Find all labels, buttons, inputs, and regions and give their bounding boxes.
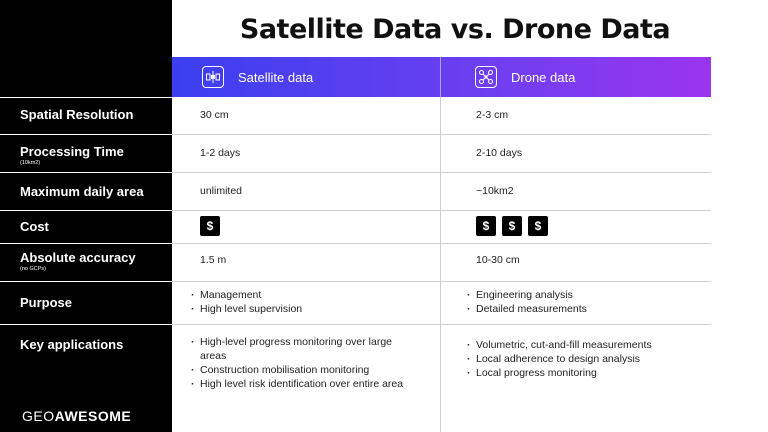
logo-part2: AWESOME (54, 408, 132, 424)
cell-satellite-applications: High-level progress monitoring over larg… (191, 335, 421, 391)
row-label-accuracy: Absolute accuracy (no GCPs) (20, 250, 136, 272)
list-item: Detailed measurements (467, 302, 727, 316)
row-label-area: Maximum daily area (20, 184, 144, 199)
cell-drone-accuracy: 10-30 cm (476, 254, 520, 266)
cell-satellite-purpose: Management High level supervision (191, 288, 431, 316)
cell-satellite-area: unlimited (200, 185, 243, 197)
row-divider (172, 210, 711, 211)
page-title: Satellite Data vs. Drone Data (239, 13, 671, 45)
row-divider (0, 97, 172, 98)
list-item: High level risk identification over enti… (191, 377, 421, 391)
drone-icon (475, 66, 497, 88)
row-label-processing-text: Processing Time (20, 144, 124, 159)
cell-drone-processing: 2-10 days (476, 147, 523, 159)
cell-drone-spatial: 2-3 cm (476, 109, 509, 121)
header-drone-label: Drone data (511, 69, 576, 85)
list-item: Local adherence to design analysis (467, 352, 737, 366)
list-item: High-level progress monitoring over larg… (191, 335, 421, 363)
list-item: Volumetric, cut-and-fill measurements (467, 338, 737, 352)
row-divider (0, 243, 172, 244)
cell-satellite-cost: $ (200, 216, 226, 236)
row-divider (0, 324, 172, 325)
dollar-badge: $ (476, 216, 496, 236)
table-header: Satellite data Drone data (172, 57, 711, 97)
list-item: Management (191, 288, 431, 302)
header-satellite: Satellite data (172, 57, 441, 97)
cell-drone-cost: $ $ $ (476, 216, 554, 236)
row-label-purpose: Purpose (20, 295, 73, 310)
cell-drone-purpose: Engineering analysis Detailed measuremen… (467, 288, 727, 316)
row-label-processing: Processing Time (10km2) (20, 144, 124, 166)
row-label-cost: Cost (20, 219, 49, 234)
column-divider (440, 97, 441, 432)
list-item: Local progress monitoring (467, 366, 737, 380)
header-drone: Drone data (441, 57, 711, 97)
list-item: High level supervision (191, 302, 431, 316)
dollar-badge: $ (502, 216, 522, 236)
row-divider (172, 134, 711, 135)
dollar-badge: $ (528, 216, 548, 236)
row-divider (0, 210, 172, 211)
row-label-applications: Key applications (20, 337, 124, 352)
row-sublabel-accuracy: (no GCPs) (20, 266, 46, 272)
cell-drone-applications: Volumetric, cut-and-fill measurements Lo… (467, 338, 737, 380)
row-divider (172, 281, 711, 282)
cell-drone-area: ~10km2 (476, 185, 514, 197)
satellite-icon (202, 66, 224, 88)
list-item: Engineering analysis (467, 288, 727, 302)
header-satellite-label: Satellite data (238, 69, 314, 85)
row-sublabel-processing: (10km2) (20, 160, 41, 166)
dollar-badge: $ (200, 216, 220, 236)
row-divider (0, 134, 172, 135)
list-item: Construction mobilisation monitoring (191, 363, 421, 377)
row-divider (172, 172, 711, 173)
logo-part1: GEO (22, 408, 55, 424)
cell-satellite-processing: 1-2 days (200, 147, 241, 159)
cell-satellite-accuracy: 1.5 m (200, 254, 227, 266)
cell-satellite-spatial: 30 cm (200, 109, 229, 121)
row-label-accuracy-text: Absolute accuracy (20, 250, 136, 265)
sidebar (0, 0, 172, 432)
row-divider (172, 324, 711, 325)
row-divider (0, 281, 172, 282)
row-divider (172, 243, 711, 244)
geoawesome-logo: GEOAWESOME (22, 408, 131, 424)
row-label-spatial: Spatial Resolution (20, 107, 134, 122)
row-divider (0, 172, 172, 173)
